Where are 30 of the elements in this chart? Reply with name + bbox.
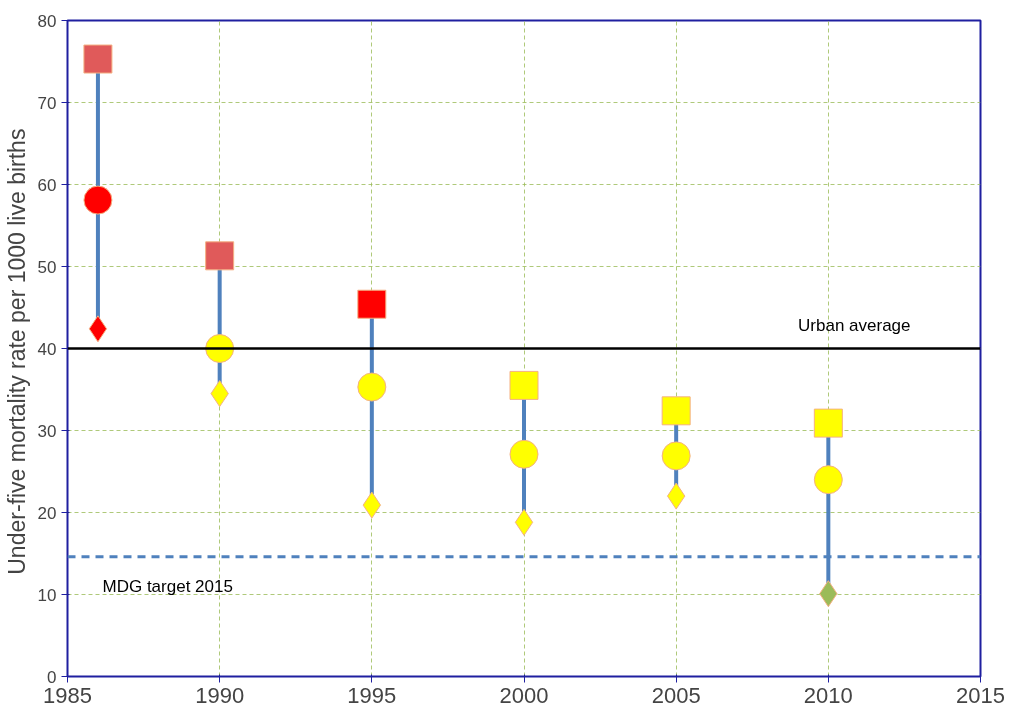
y-tick-label: 60 bbox=[37, 175, 57, 195]
x-tick-label: 2010 bbox=[803, 682, 853, 708]
x-tick-label: 1995 bbox=[347, 682, 397, 708]
ref-line-label: MDG target 2015 bbox=[102, 576, 233, 596]
point bbox=[509, 439, 539, 469]
point bbox=[83, 185, 113, 215]
y-tick-label: 20 bbox=[37, 503, 57, 523]
x-tick-label: 1990 bbox=[195, 682, 245, 708]
point bbox=[509, 370, 539, 400]
y-tick-label: 80 bbox=[37, 11, 57, 31]
y-tick-label: 30 bbox=[37, 421, 57, 441]
y-axis-title: Under-five mortality rate per 1000 live births bbox=[3, 128, 30, 575]
y-tick-label: 40 bbox=[37, 339, 57, 359]
point bbox=[357, 289, 387, 319]
ref-line-label: Urban average bbox=[798, 315, 911, 335]
point bbox=[88, 315, 108, 343]
point bbox=[813, 465, 843, 495]
x-tick-label: 2005 bbox=[651, 682, 701, 708]
point bbox=[357, 372, 387, 402]
point bbox=[661, 396, 691, 426]
x-tick-label: 2000 bbox=[499, 682, 549, 708]
point bbox=[813, 408, 843, 438]
point bbox=[514, 508, 534, 536]
y-tick-label: 70 bbox=[37, 93, 57, 113]
y-tick-label: 50 bbox=[37, 257, 57, 277]
point bbox=[661, 441, 691, 471]
point bbox=[83, 44, 113, 74]
point bbox=[205, 241, 235, 271]
y-tick-label: 10 bbox=[37, 585, 57, 605]
x-tick-label: 2015 bbox=[956, 682, 1005, 708]
